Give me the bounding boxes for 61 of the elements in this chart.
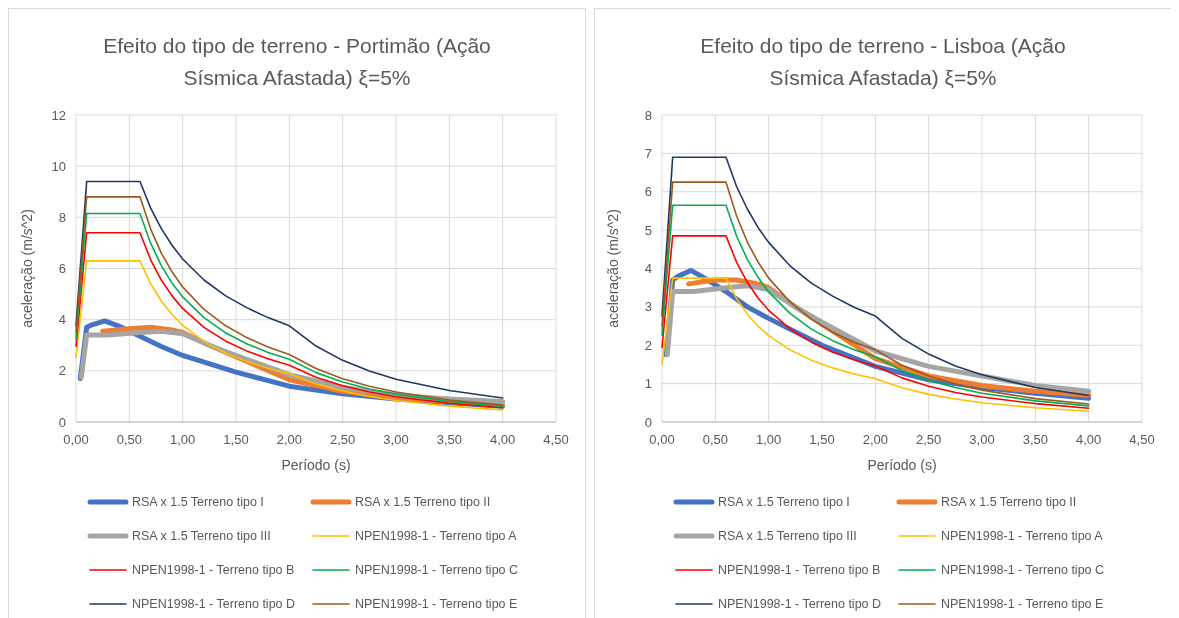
x-tick-label: 1,00 [755,432,781,447]
x-tick-label: 3,00 [383,432,409,447]
legend-label: RSA x 1.5 Terreno tipo II [355,495,491,510]
y-axis-title: aceleração (m/s^2) [19,209,35,328]
x-tick-label: 3,00 [968,432,995,447]
legend-label: NPEN1998-1 - Terreno tipo A [355,529,518,544]
legend-label: NPEN1998-1 - Terreno tipo E [355,597,518,612]
legend-label: NPEN1998-1 - Terreno tipo A [940,529,1103,544]
y-tick-label: 10 [51,158,66,174]
y-axis-title: aceleração (m/s^2) [604,209,621,328]
y-tick-label: 8 [644,107,652,123]
chart-title: Efeito do tipo de terreno - Lisboa (Ação Sísmica Afastada) ξ=5% [699,34,1066,89]
legend-label: RSA x 1.5 Terreno tipo I [717,495,850,510]
legend-label: NPEN1998-1 - Terreno tipo C [355,563,519,578]
chart-title: Efeito do tipo de terreno - Portimão (Ação Sísmica Afastada) ξ=5% [103,34,491,89]
y-tick-label: 6 [644,184,652,200]
x-tick-label: 2,50 [915,432,941,447]
y-tick-label: 6 [58,261,66,277]
line-series [75,260,504,411]
y-tick-label: 4 [644,261,652,277]
legend-label: RSA x 1.5 Terreno tipo III [717,529,857,544]
x-tick-label: 3,50 [436,432,462,447]
legend-label: RSA x 1.5 Terreno tipo II [940,495,1076,510]
x-tick-label: 2,50 [330,432,356,447]
legend-label: NPEN1998-1 - Terreno tipo D [717,597,881,612]
y-tick-label: 12 [51,107,66,123]
x-tick-label: 1,50 [223,432,249,447]
y-tick-label: 2 [58,363,66,379]
y-tick-label: 0 [58,414,66,430]
y-tick-label: 2 [644,337,652,353]
x-tick-label: 0,00 [648,432,675,447]
x-tick-label: 4,00 [1075,432,1101,447]
x-tick-label: 0,50 [116,432,142,447]
x-tick-label: 0,00 [63,432,89,447]
y-tick-label: 7 [644,145,652,161]
line-series [660,235,1089,409]
legend-label: NPEN1998-1 - Terreno tipo C [940,563,1104,578]
x-tick-label: 0,50 [702,432,728,447]
x-axis-title: Período (s) [281,457,351,473]
line-series [660,277,1089,413]
x-tick-label: 4,50 [1128,432,1155,447]
x-tick-label: 2,00 [276,432,302,447]
legend-label: NPEN1998-1 - Terreno tipo B [717,563,880,578]
y-tick-label: 8 [58,209,66,225]
x-axis-title: Período (s) [866,457,937,473]
y-tick-label: 0 [644,414,652,430]
x-tick-label: 1,00 [170,432,196,447]
x-tick-label: 3,50 [1022,432,1048,447]
x-tick-label: 4,50 [543,432,569,447]
y-tick-label: 1 [644,376,652,392]
x-tick-label: 4,00 [490,432,516,447]
x-tick-label: 2,00 [862,432,888,447]
x-tick-label: 1,50 [808,432,835,447]
legend-label: NPEN1998-1 - Terreno tipo B [132,563,295,578]
y-tick-label: 3 [644,299,652,315]
legend-label: NPEN1998-1 - Terreno tipo D [132,597,296,612]
legend-label: RSA x 1.5 Terreno tipo III [132,529,271,544]
legend-label: RSA x 1.5 Terreno tipo I [132,495,264,510]
y-tick-label: 4 [58,312,66,328]
y-tick-label: 5 [644,222,652,238]
legend-label: NPEN1998-1 - Terreno tipo E [940,597,1103,612]
